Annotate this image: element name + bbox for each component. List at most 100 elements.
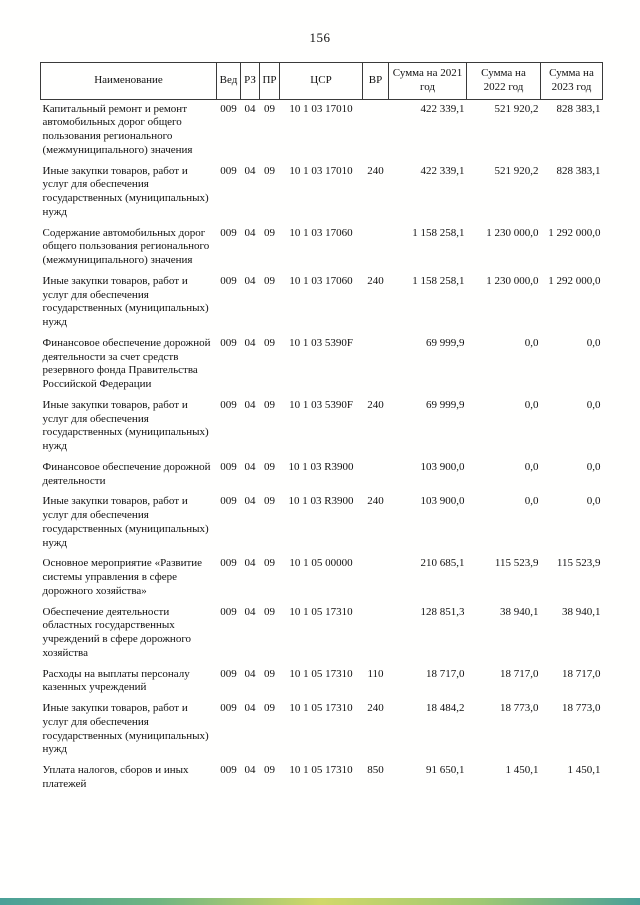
table-row: Содержание автомобильных дорог общего по… <box>41 224 603 272</box>
table-cell: 422 339,1 <box>420 102 465 115</box>
table-cell: Уплата налогов, сборов и иных платежей <box>42 764 189 790</box>
table-cell: 04 <box>244 557 256 570</box>
table-cell: 1 292 000,0 <box>548 226 601 239</box>
table-cell: 10 1 03 17010 <box>289 164 353 177</box>
table-cell <box>363 603 389 665</box>
table-cell: Иные закупки товаров, работ и услуг для … <box>42 164 209 218</box>
table-cell: 0,0 <box>586 495 601 508</box>
table-cell: 009 <box>220 605 237 618</box>
table-cell: 18 717,0 <box>562 667 601 680</box>
header-row: Наименование Вед РЗ ПР ЦСР ВР Сумма на 2021 го… <box>40 62 603 100</box>
table-cell: 0,0 <box>524 336 539 349</box>
table-row: Расходы на выплаты персоналу казенных уч… <box>41 665 603 700</box>
table-cell: 09 <box>264 102 275 115</box>
table-row: Иные закупки товаров, работ и услуг для … <box>41 162 603 224</box>
table-cell: Иные закупки товаров, работ и услуг для … <box>42 495 209 549</box>
table-cell: 0,0 <box>586 398 601 411</box>
table-cell: 04 <box>244 764 256 776</box>
table-row: Иные закупки товаров, работ и услуг для … <box>41 272 603 334</box>
table-cell: 09 <box>264 557 275 570</box>
table-cell: 009 <box>220 764 237 776</box>
column-header: ЦСР <box>279 62 363 100</box>
table-cell: 09 <box>264 667 275 680</box>
table-cell: 18 773,0 <box>562 702 601 714</box>
table-cell: 04 <box>244 460 256 473</box>
table-cell: 09 <box>264 398 275 411</box>
table-row: Капитальный ремонт и ремонт автомобильны… <box>41 99 603 162</box>
table-cell: 10 1 03 5390F <box>289 398 353 411</box>
table-cell <box>363 458 389 493</box>
table-cell: Иные закупки товаров, работ и услуг для … <box>42 702 209 756</box>
table-cell: 009 <box>220 460 237 473</box>
table-cell: 0,0 <box>586 336 601 349</box>
table-cell: Капитальный ремонт и ремонт автомобильны… <box>42 102 193 156</box>
column-header: Сумма на 2021 год <box>388 62 467 100</box>
table-cell: 09 <box>264 164 275 177</box>
table-cell: 18 717,0 <box>500 667 539 680</box>
table-cell: 38 940,1 <box>500 605 539 618</box>
table-cell <box>363 334 389 396</box>
table-row: Иные закупки товаров, работ и услуг для … <box>41 396 603 458</box>
table-cell <box>363 99 389 162</box>
table-cell: 0,0 <box>524 460 539 473</box>
table-cell: 009 <box>220 557 237 570</box>
table-cell: 09 <box>264 274 275 287</box>
column-header: Наименование <box>40 62 217 100</box>
table-cell: 1 158 258,1 <box>412 274 465 287</box>
table-cell: 103 900,0 <box>420 495 465 508</box>
table-row: Финансовое обеспечение дорожной деятельн… <box>41 458 603 493</box>
table-cell: Основное мероприятие «Развитие системы у… <box>42 557 203 597</box>
budget-table: Наименование Вед РЗ ПР ЦСР ВР Сумма на 2021 го… <box>40 62 603 796</box>
table-cell: 09 <box>264 764 275 776</box>
table-cell: 10 1 03 5390F <box>289 336 353 349</box>
column-header: РЗ <box>240 62 260 100</box>
table-cell: 10 1 03 17060 <box>289 274 353 287</box>
table-cell: 828 383,1 <box>556 102 601 115</box>
table-cell: 009 <box>220 667 237 680</box>
table-row: Иные закупки товаров, работ и услуг для … <box>41 699 603 761</box>
table-cell: 1 292 000,0 <box>548 274 601 287</box>
table-row: Обеспечение деятельности областных госуд… <box>41 603 603 665</box>
table-cell: Финансовое обеспечение дорожной деятельн… <box>42 336 211 390</box>
table-cell: 521 920,2 <box>494 102 539 115</box>
table-cell: 009 <box>220 102 237 115</box>
table-cell: Иные закупки товаров, работ и услуг для … <box>42 274 209 328</box>
table-cell: 0,0 <box>524 398 539 411</box>
table-cell: 10 1 05 17310 <box>289 702 353 714</box>
table-cell: Иные закупки товаров, работ и услуг для … <box>42 398 209 452</box>
table-cell: 10 1 05 17310 <box>289 764 353 776</box>
table-cell: 1 158 258,1 <box>412 226 465 239</box>
table-cell: 0,0 <box>524 495 539 508</box>
table-cell: 69 999,9 <box>426 336 465 349</box>
table-cell: 009 <box>220 495 237 508</box>
table-cell: Финансовое обеспечение дорожной деятельн… <box>42 460 211 487</box>
table-cell: 10 1 05 17310 <box>289 667 353 680</box>
table-cell: 850 <box>367 764 384 776</box>
table-cell: 240 <box>367 398 384 411</box>
table-cell: Расходы на выплаты персоналу казенных уч… <box>42 667 190 694</box>
table-cell: 04 <box>244 226 256 239</box>
table-cell: 09 <box>264 702 275 714</box>
table-cell: 18 484,2 <box>426 702 465 714</box>
table-cell: 10 1 03 17060 <box>289 226 353 239</box>
table-cell: 10 1 05 00000 <box>289 557 353 570</box>
scan-artifact-strip <box>0 898 640 905</box>
table-cell: 009 <box>220 226 237 239</box>
column-header: ПР <box>259 62 280 100</box>
table-cell: 91 650,1 <box>426 764 465 776</box>
table-cell: 009 <box>220 336 237 349</box>
table-cell: 09 <box>264 460 275 473</box>
column-header: Сумма на 2023 год <box>540 62 603 100</box>
column-header: Сумма на 2022 год <box>466 62 541 100</box>
table-cell: 10 1 05 17310 <box>289 605 353 618</box>
table-cell: 04 <box>244 336 256 349</box>
table-cell: 09 <box>264 495 275 508</box>
table-cell: 115 523,9 <box>556 557 601 570</box>
table-cell: 10 1 03 17010 <box>289 102 353 115</box>
table-body: Капитальный ремонт и ремонт автомобильны… <box>41 99 603 796</box>
table-cell: 69 999,9 <box>426 398 465 411</box>
table-row: Иные закупки товаров, работ и услуг для … <box>41 492 603 554</box>
table-cell: 0,0 <box>586 460 601 473</box>
table-cell: 09 <box>264 605 275 618</box>
table-cell: 210 685,1 <box>420 557 465 570</box>
